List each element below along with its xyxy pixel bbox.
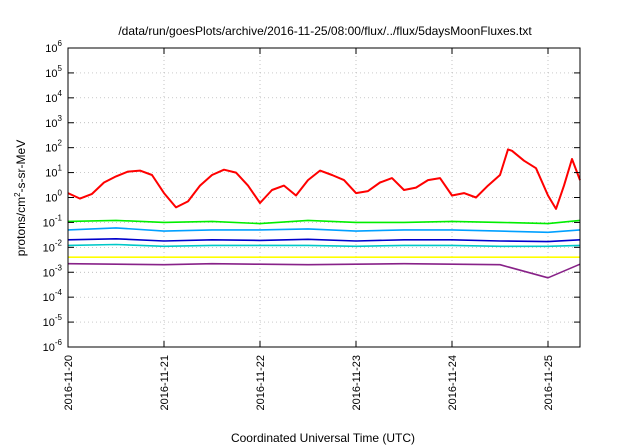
series-group xyxy=(67,148,581,279)
series-line-5 xyxy=(67,243,581,248)
x-tick-label: 2016-11-24 xyxy=(447,355,459,410)
y-tick-label: 10-3 xyxy=(43,263,63,279)
y-axis-label-rest: -s-sr-MeV xyxy=(14,140,28,193)
series-line-7 xyxy=(67,262,581,279)
y-tick-label: 104 xyxy=(45,89,62,105)
y-tick-label: 103 xyxy=(45,114,62,130)
y-tick-label: 10-1 xyxy=(43,213,63,229)
y-tick-label: 10-4 xyxy=(43,288,63,304)
y-tick-label: 102 xyxy=(45,139,62,155)
y-axis-label: protons/cm2-s-sr-MeV xyxy=(13,140,28,256)
y-axis-ticks: 10-610-510-410-310-210-11001011021031041… xyxy=(43,39,580,354)
y-tick-exponent: 1 xyxy=(58,164,63,173)
y-tick-base: 10 xyxy=(43,292,55,304)
y-tick-base: 10 xyxy=(45,193,57,205)
y-tick-base: 10 xyxy=(45,118,57,130)
y-tick-base: 10 xyxy=(45,93,57,105)
y-tick-base: 10 xyxy=(43,267,55,279)
y-tick-exponent: 2 xyxy=(58,139,63,148)
y-tick-label: 101 xyxy=(45,164,62,180)
y-tick-base: 10 xyxy=(43,342,55,354)
y-tick-label: 105 xyxy=(45,64,62,80)
y-tick-exponent: 3 xyxy=(58,114,63,123)
y-tick-base: 10 xyxy=(43,217,55,229)
y-tick-label: 106 xyxy=(45,39,62,55)
y-tick-label: 10-2 xyxy=(43,238,63,254)
y-tick-base: 10 xyxy=(45,43,57,55)
x-tick-label: 2016-11-23 xyxy=(351,355,363,410)
y-tick-exponent: -4 xyxy=(55,288,63,297)
series-line-2 xyxy=(67,219,581,225)
x-tick-label: 2016-11-21 xyxy=(159,355,171,410)
series-line-4 xyxy=(67,238,581,243)
x-axis-ticks: 2016-11-20 2016-11-21 2016-11-22 2016-11-23… xyxy=(63,48,555,410)
chart-title: /data/run/goesPlots/archive/2016-11-25/0… xyxy=(118,24,532,38)
series-line-3 xyxy=(67,227,581,234)
y-tick-exponent: 5 xyxy=(58,64,63,73)
y-tick-base: 10 xyxy=(43,317,55,329)
y-tick-exponent: -1 xyxy=(55,213,63,222)
y-tick-label: 100 xyxy=(45,189,62,205)
y-tick-exponent: 4 xyxy=(58,89,63,98)
x-tick-label: 2016-11-20 xyxy=(63,355,75,410)
y-tick-exponent: -2 xyxy=(55,238,63,247)
y-tick-base: 10 xyxy=(43,242,55,254)
x-tick-label: 2016-11-25 xyxy=(543,355,555,410)
y-tick-base: 10 xyxy=(45,68,57,80)
y-tick-base: 10 xyxy=(45,168,57,180)
y-tick-exponent: 6 xyxy=(58,39,63,48)
y-tick-label: 10-6 xyxy=(43,338,63,354)
grid xyxy=(67,47,580,348)
series-line-1 xyxy=(67,148,581,210)
x-axis-label: Coordinated Universal Time (UTC) xyxy=(231,431,415,445)
y-tick-base: 10 xyxy=(45,143,57,155)
y-tick-exponent: -5 xyxy=(55,313,63,322)
y-tick-exponent: 0 xyxy=(58,189,63,198)
y-axis-label-sup: 2 xyxy=(13,192,22,197)
y-tick-exponent: -3 xyxy=(55,263,63,272)
y-tick-label: 10-5 xyxy=(43,313,63,329)
y-axis-label-base: protons/cm xyxy=(14,197,28,256)
x-tick-label: 2016-11-22 xyxy=(255,355,267,410)
y-tick-exponent: -6 xyxy=(55,338,63,347)
